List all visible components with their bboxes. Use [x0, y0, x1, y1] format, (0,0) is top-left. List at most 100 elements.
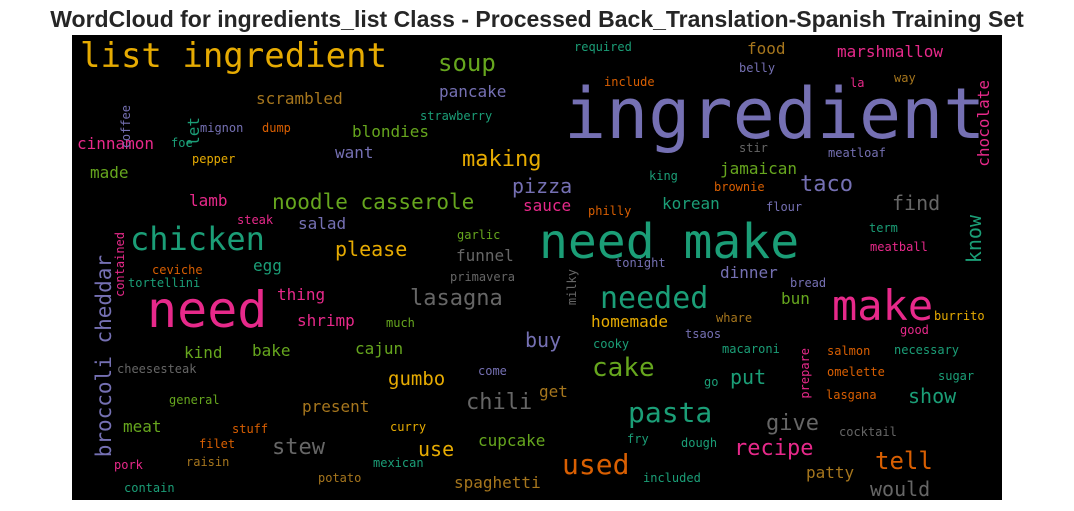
word-necessary: necessary: [894, 343, 960, 357]
word-please: please: [335, 237, 408, 261]
word-omelette: omelette: [827, 365, 885, 379]
word-cajun: cajun: [355, 339, 404, 358]
word-ingredient: ingredient: [564, 73, 986, 155]
word-dinner: dinner: [720, 263, 778, 282]
word-cake: cake: [592, 353, 655, 383]
word-cheesesteak: cheesesteak: [117, 362, 197, 376]
word-egg: egg: [253, 256, 282, 275]
word-prepare: prepare: [798, 348, 812, 399]
word-food: food: [747, 39, 786, 58]
word-macaroni: macaroni: [722, 342, 780, 356]
word-stir: stir: [739, 141, 768, 155]
word-garlic: garlic: [457, 228, 501, 242]
word-jamaican: jamaican: [720, 159, 798, 178]
word-chili: chili: [466, 390, 533, 415]
word-primavera: primavera: [450, 270, 516, 284]
word-potato: potato: [318, 471, 362, 485]
word-salmon: salmon: [827, 344, 871, 358]
word-ceviche: ceviche: [152, 263, 203, 277]
word-present: present: [302, 397, 370, 416]
word-scrambled: scrambled: [256, 89, 343, 108]
word-brownie: brownie: [714, 180, 765, 194]
word-sauce: sauce: [523, 196, 572, 215]
word-need-make: need make: [539, 214, 800, 270]
word-buy: buy: [525, 328, 562, 352]
word-put: put: [730, 365, 767, 389]
word-cupcake: cupcake: [478, 431, 546, 450]
word-chicken: chicken: [130, 220, 265, 258]
word-needed: needed: [600, 281, 709, 316]
word-steak: steak: [237, 213, 274, 227]
word-cocktail: cocktail: [839, 425, 897, 439]
word-soup: soup: [438, 49, 496, 77]
word-contain: contain: [124, 481, 175, 495]
word-show: show: [908, 384, 957, 408]
word-contained: contained: [113, 232, 127, 298]
word-tonight: tonight: [615, 256, 666, 270]
word-used: used: [562, 448, 630, 481]
word-la: la: [850, 76, 865, 90]
word-making: making: [462, 147, 542, 172]
word-sugar: sugar: [938, 369, 975, 383]
word-salad: salad: [298, 214, 347, 233]
word-mexican: mexican: [373, 456, 424, 470]
word-need: need: [147, 281, 268, 339]
word-taco: taco: [800, 172, 853, 197]
word-cinnamon: cinnamon: [77, 134, 155, 153]
word-stuff: stuff: [232, 422, 269, 436]
word-thing: thing: [277, 285, 326, 304]
word-bake: bake: [252, 341, 291, 360]
word-term: term: [869, 221, 898, 235]
word-fry: fry: [627, 432, 649, 446]
word-want: want: [335, 143, 374, 162]
word-tell: tell: [875, 447, 933, 475]
word-would: would: [870, 477, 931, 500]
word-get: get: [539, 382, 568, 401]
word-tortellini: tortellini: [128, 276, 201, 290]
word-required: required: [574, 40, 632, 54]
word-give: give: [766, 411, 819, 436]
wordcloud-title: WordCloud for ingredients_list Class - P…: [50, 6, 1024, 32]
word-homemade: homemade: [591, 312, 669, 331]
word-burrito: burrito: [934, 309, 985, 323]
word-spaghetti: spaghetti: [454, 473, 541, 492]
word-include: include: [604, 75, 655, 89]
word-come: come: [478, 364, 507, 378]
word-funnel: funnel: [456, 246, 514, 265]
word-whare: whare: [716, 311, 753, 325]
word-bread: bread: [790, 276, 827, 290]
word-coffee: coffee: [119, 105, 133, 149]
word-pork: pork: [114, 458, 143, 472]
word-use: use: [418, 437, 455, 461]
word-lamb: lamb: [189, 191, 228, 210]
word-dump: dump: [262, 121, 291, 135]
word-find: find: [892, 191, 941, 215]
word-filet: filet: [199, 437, 236, 451]
word-list-ingredient: list ingredient: [80, 36, 388, 76]
word-way: way: [894, 71, 916, 85]
word-curry: curry: [390, 420, 427, 434]
word-strawberry: strawberry: [420, 109, 493, 123]
word-pasta: pasta: [628, 396, 713, 429]
word-king: king: [649, 169, 678, 183]
word-know: know: [962, 215, 986, 264]
word-included: included: [643, 471, 701, 485]
word-lasagna: lasagna: [410, 286, 503, 311]
word-noodle-casserole: noodle casserole: [272, 190, 475, 214]
word-go: go: [704, 375, 719, 389]
word-lasgana: lasgana: [826, 388, 877, 402]
word-shrimp: shrimp: [297, 311, 355, 330]
word-tsaos: tsaos: [685, 327, 722, 341]
word-stew: stew: [272, 435, 325, 460]
word-broccoli-cheddar: broccoli cheddar: [92, 255, 116, 458]
word-meat: meat: [123, 417, 162, 436]
word-bun: bun: [781, 289, 810, 308]
word-flour: flour: [766, 200, 803, 214]
word-meatball: meatball: [870, 240, 928, 254]
word-raisin: raisin: [186, 455, 230, 469]
word-belly: belly: [739, 61, 776, 75]
word-foe: foe: [171, 136, 193, 150]
wordcloud-canvas: ingredient need make need make list ingredie…: [72, 35, 1002, 500]
word-gumbo: gumbo: [388, 368, 446, 390]
word-general: general: [169, 393, 220, 407]
